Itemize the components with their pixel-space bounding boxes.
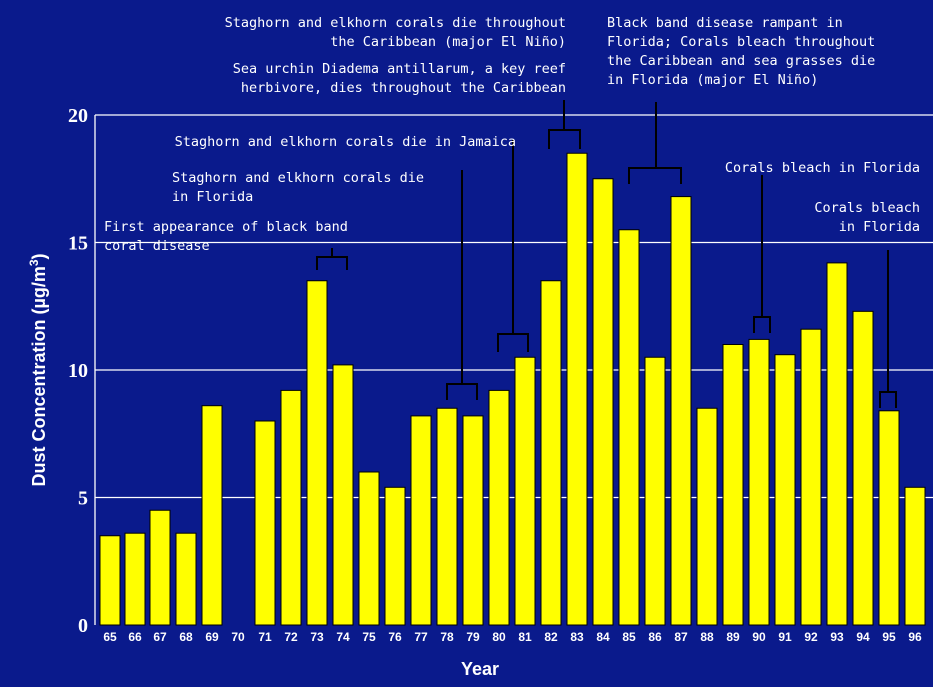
x-tick-label-77: 77 <box>414 630 428 644</box>
annotation-a79-line-1: Staghorn and elkhorn corals die <box>172 170 424 186</box>
x-tick-label-81: 81 <box>518 630 532 644</box>
x-tick-label-90: 90 <box>752 630 766 644</box>
x-tick-label-86: 86 <box>648 630 662 644</box>
annotation-a83a-line-2: the Caribbean (major El Niño) <box>330 34 566 50</box>
bracket-78-79 <box>446 170 478 400</box>
annotation-a83b-line-2: herbivore, dies throughout the Caribbean <box>241 80 566 96</box>
annotation-a81-line-1: Staghorn and elkhorn corals die in Jamai… <box>175 134 516 150</box>
bar-94 <box>852 310 874 626</box>
annotation-a79-line-2: in Florida <box>172 189 253 205</box>
y-tick-label-0: 0 <box>78 615 88 637</box>
x-tick-label-66: 66 <box>128 630 142 644</box>
bar-91 <box>774 354 796 626</box>
annotation-a87-line-4: in Florida (major El Niño) <box>607 72 818 88</box>
x-tick-label-84: 84 <box>596 630 610 644</box>
x-tick-label-95: 95 <box>882 630 896 644</box>
bar-76 <box>384 486 406 626</box>
y-axis-title-close: ) <box>29 253 49 259</box>
bracket-95 <box>879 250 897 408</box>
annotation-a87-line-3: the Caribbean and sea grasses die <box>607 53 875 69</box>
bar-71 <box>254 420 276 626</box>
bar-79 <box>462 415 484 626</box>
x-tick-label-93: 93 <box>830 630 844 644</box>
x-tick-label-89: 89 <box>726 630 740 644</box>
bar-88 <box>696 407 718 626</box>
x-tick-label-94: 94 <box>856 630 870 644</box>
x-tick-label-96: 96 <box>908 630 922 644</box>
bar-74 <box>332 364 354 626</box>
x-tick-label-75: 75 <box>362 630 376 644</box>
bar-87 <box>670 196 692 626</box>
bar-95 <box>878 410 900 626</box>
y-tick-label-10: 10 <box>68 360 88 382</box>
annotation-a83a-line-1: Staghorn and elkhorn corals die througho… <box>225 15 566 31</box>
annotation-a95-line-1: Corals bleach <box>814 200 920 216</box>
bar-68 <box>175 532 197 626</box>
bar-86 <box>644 356 666 626</box>
bar-89 <box>722 344 744 626</box>
x-tick-label-80: 80 <box>492 630 506 644</box>
bar-73 <box>306 280 328 626</box>
x-tick-label-68: 68 <box>179 630 193 644</box>
bar-65 <box>99 535 121 626</box>
x-tick-label-83: 83 <box>570 630 584 644</box>
x-tick-label-85: 85 <box>622 630 636 644</box>
x-tick-label-88: 88 <box>700 630 714 644</box>
x-tick-label-67: 67 <box>153 630 167 644</box>
bracket-73-74 <box>316 248 348 270</box>
x-tick-label-79: 79 <box>466 630 480 644</box>
x-tick-label-72: 72 <box>284 630 298 644</box>
x-tick-label-71: 71 <box>258 630 272 644</box>
bar-69 <box>201 405 223 626</box>
bracket-85-87 <box>628 102 682 184</box>
bar-92 <box>800 328 822 626</box>
x-tick-label-65: 65 <box>103 630 117 644</box>
bar-77 <box>410 415 432 626</box>
x-tick-label-91: 91 <box>778 630 792 644</box>
annotation-a95-line-2: in Florida <box>839 219 920 235</box>
x-tick-label-70: 70 <box>231 630 245 644</box>
bar-85 <box>618 229 640 626</box>
bar-72 <box>280 389 302 626</box>
bar-96 <box>904 486 926 626</box>
bracket-90 <box>753 175 771 333</box>
x-tick-label-78: 78 <box>440 630 454 644</box>
annotation-a74-line-2: coral disease <box>104 238 210 254</box>
bar-82 <box>540 280 562 626</box>
y-axis-title: Dust Concentration (µg/m3) <box>27 253 49 486</box>
annotation-a90-line-1: Corals bleach in Florida <box>725 160 920 176</box>
x-tick-label-69: 69 <box>205 630 219 644</box>
x-tick-label-74: 74 <box>336 630 350 644</box>
y-axis-title-main: Dust Concentration (µg/m <box>29 266 49 486</box>
y-tick-label-15: 15 <box>68 233 88 255</box>
x-tick-label-73: 73 <box>310 630 324 644</box>
x-tick-label-87: 87 <box>674 630 688 644</box>
bar-93 <box>826 262 848 626</box>
bar-83 <box>566 152 588 626</box>
bar-84 <box>592 178 614 626</box>
annotation-a74-line-1: First appearance of black band <box>104 219 348 235</box>
y-tick-label-20: 20 <box>68 105 88 127</box>
annotation-a87-line-2: Florida; Corals bleach throughout <box>607 34 875 50</box>
bracket-80-81 <box>497 140 529 352</box>
x-tick-label-82: 82 <box>544 630 558 644</box>
bar-66 <box>124 532 146 626</box>
bar-75 <box>358 471 380 626</box>
x-axis-title: Year <box>461 659 499 679</box>
x-tick-label-92: 92 <box>804 630 818 644</box>
bar-67 <box>149 509 171 626</box>
bar-90 <box>748 338 770 626</box>
x-tick-label-76: 76 <box>388 630 402 644</box>
bar-78 <box>436 407 458 626</box>
bar-80 <box>488 389 510 626</box>
bracket-82-83 <box>548 100 581 149</box>
annotation-a87-line-1: Black band disease rampant in <box>607 15 843 31</box>
y-tick-label-5: 5 <box>78 488 88 510</box>
y-axis-title-sup: 3 <box>27 259 41 266</box>
bar-81 <box>514 356 536 626</box>
annotation-a83b-line-1: Sea urchin Diadema antillarum, a key ree… <box>233 61 566 77</box>
